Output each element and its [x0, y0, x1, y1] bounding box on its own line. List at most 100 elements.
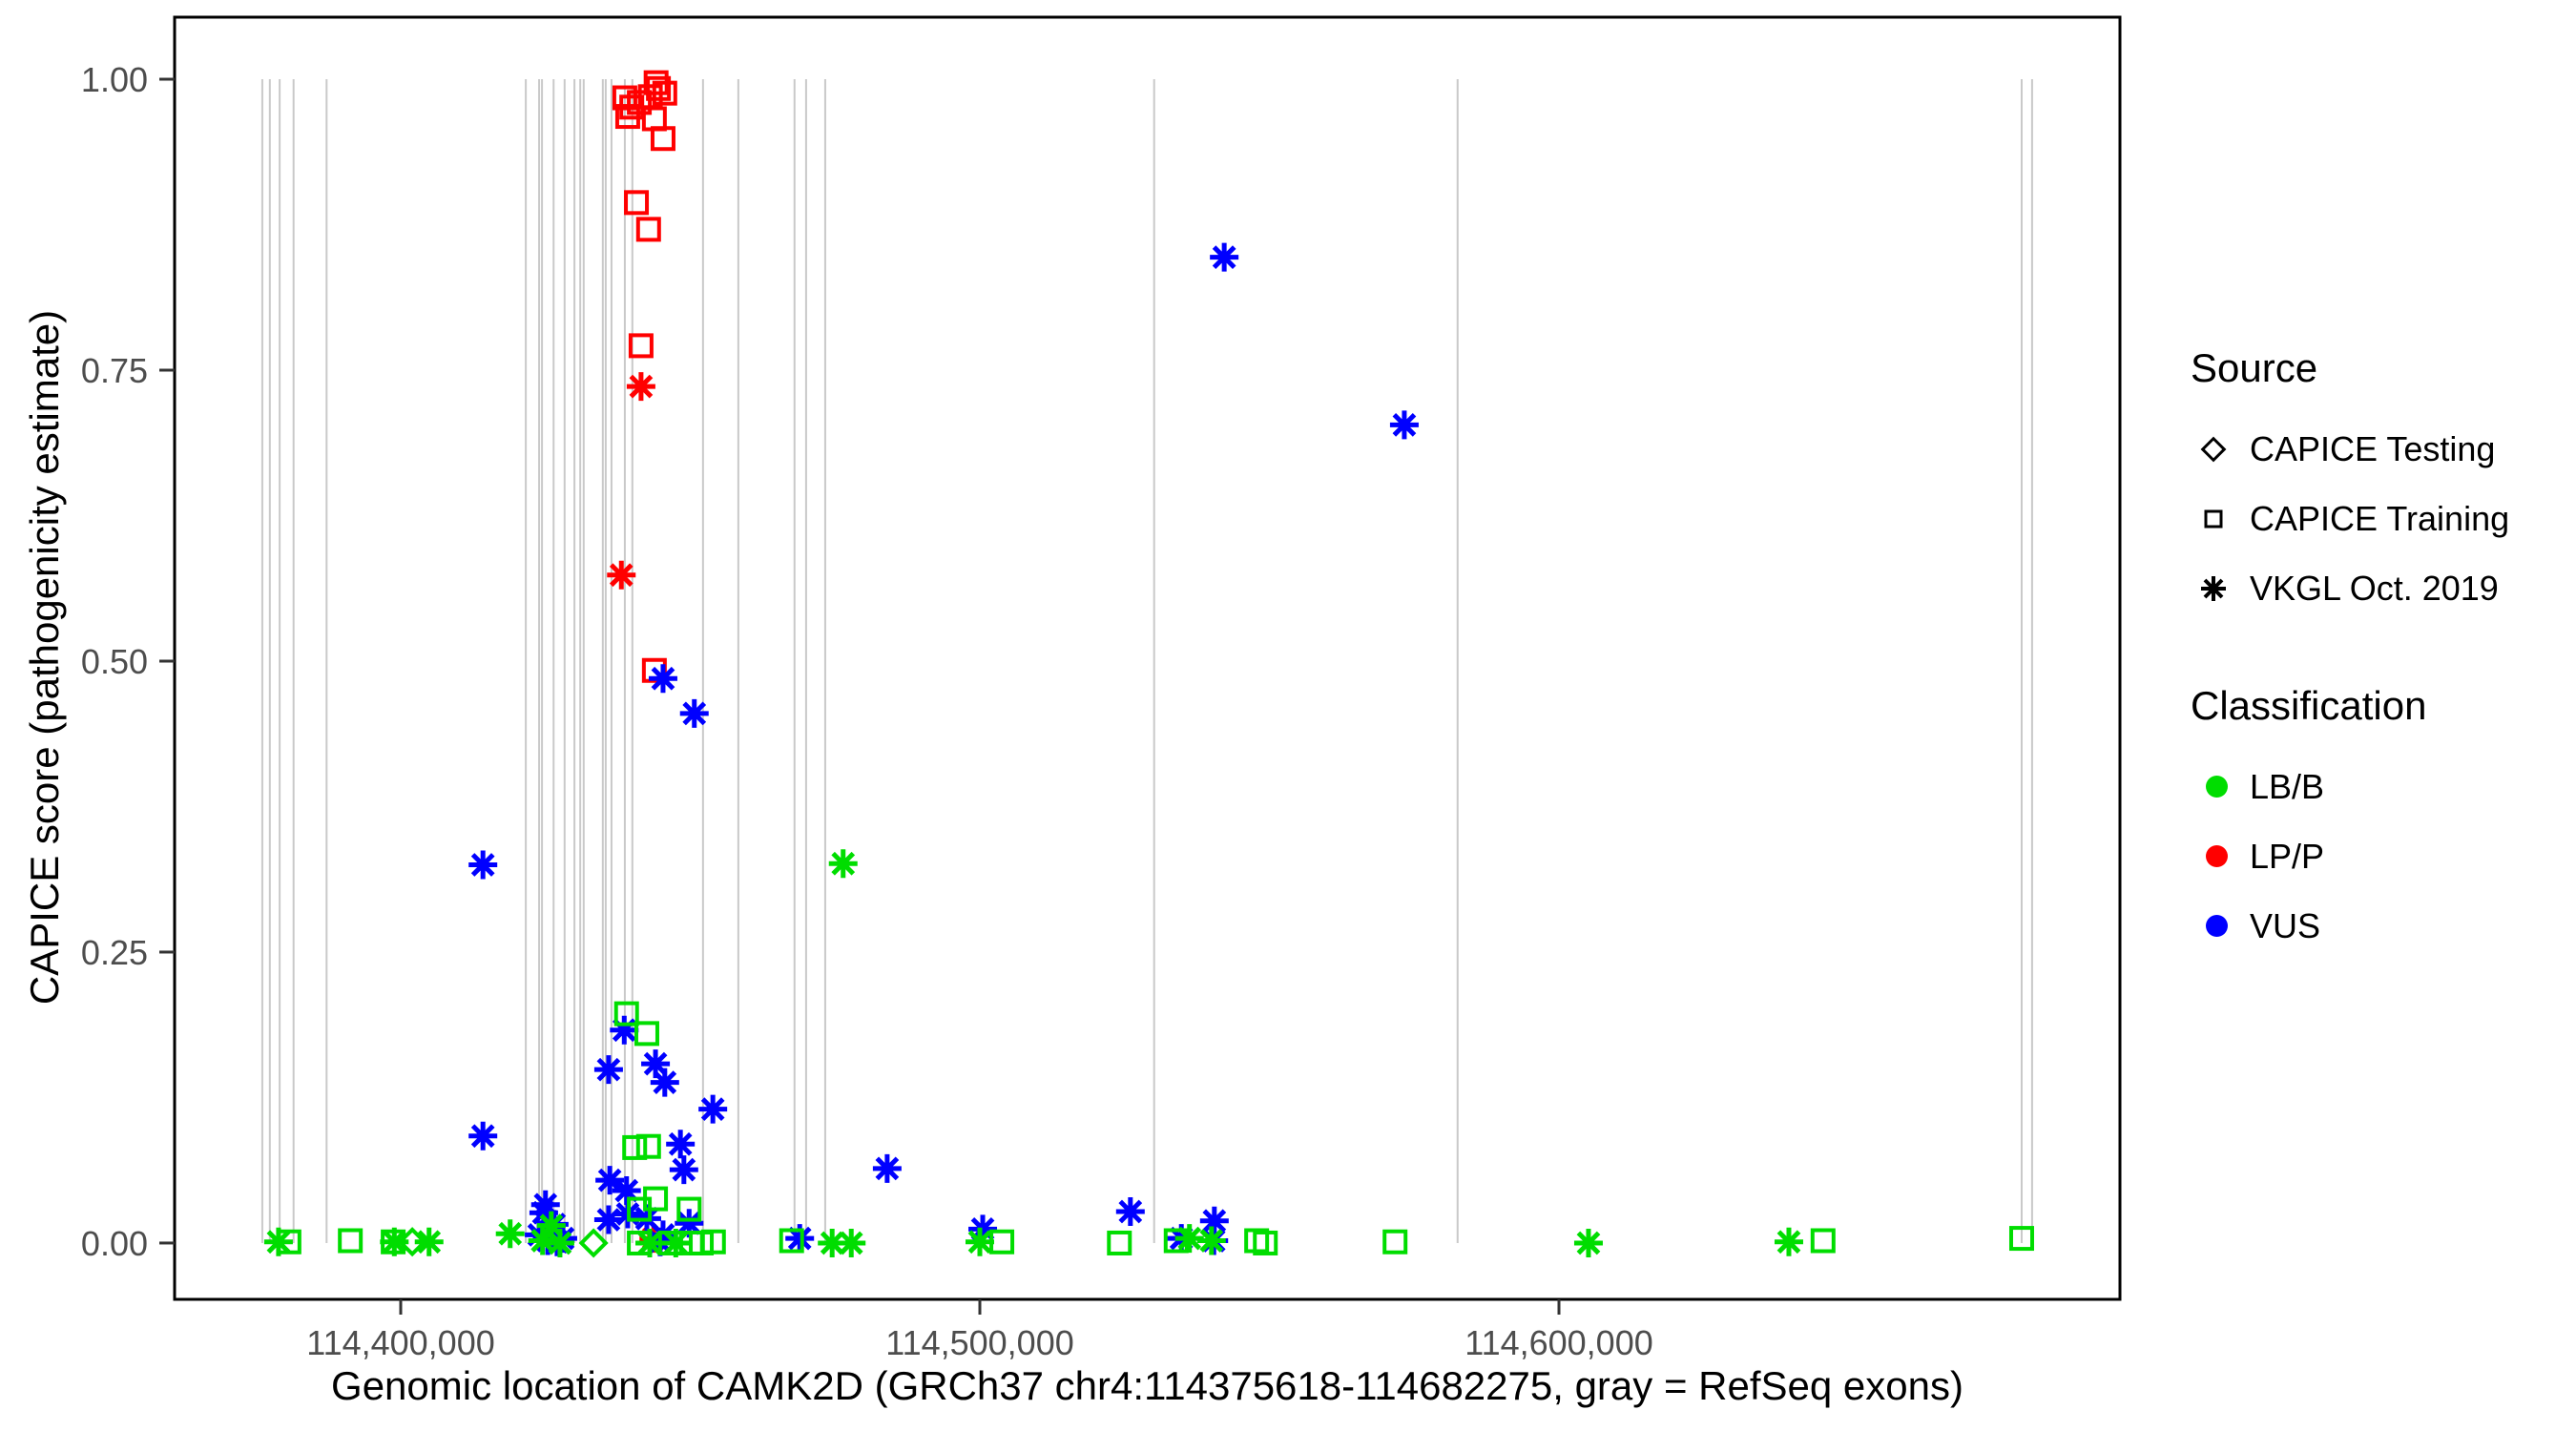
- data-point-square: [1107, 1230, 1132, 1255]
- legend-item-lbb: LB/B: [2191, 752, 2426, 821]
- legend-source: Source CAPICE Testing CAPICE Training: [2191, 345, 2509, 623]
- data-point-square: [635, 217, 661, 242]
- legend-item-vus: VUS: [2191, 891, 2426, 961]
- data-point-square: [650, 126, 675, 152]
- data-point-asterisk: [966, 1227, 994, 1256]
- lpp-dot-icon: [2191, 836, 2236, 878]
- data-point-square: [643, 70, 669, 95]
- data-point-asterisk: [698, 1094, 728, 1124]
- x-tick-label: 114,400,000: [306, 1323, 495, 1362]
- square-icon: [2191, 498, 2236, 540]
- data-point-diamond: [397, 1227, 427, 1257]
- data-point-square: [646, 75, 672, 101]
- y-tick-label: 0.25: [81, 933, 148, 972]
- x-axis-title: Genomic location of CAMK2D (GRCh37 chr4:…: [331, 1363, 1963, 1408]
- data-point-asterisk: [1210, 242, 1239, 272]
- data-point-asterisk: [968, 1214, 998, 1244]
- data-point-asterisk: [648, 1220, 677, 1250]
- data-point-square: [624, 190, 650, 216]
- data-point-asterisk: [650, 1068, 679, 1097]
- x-tick-label: 114,600,000: [1465, 1323, 1653, 1362]
- data-point-asterisk: [1389, 410, 1419, 440]
- data-point-square: [2008, 1226, 2034, 1252]
- legend-item-vkgl: VKGL Oct. 2019: [2191, 553, 2509, 623]
- data-point-asterisk: [661, 1228, 691, 1257]
- data-point-asterisk: [1115, 1197, 1145, 1227]
- legend-item-label: VKGL Oct. 2019: [2250, 568, 2499, 608]
- data-point-asterisk: [669, 1155, 698, 1185]
- legend-classification: Classification LB/B LP/P VUS: [2191, 683, 2426, 961]
- data-point-asterisk: [528, 1226, 557, 1255]
- data-point-asterisk: [1199, 1206, 1229, 1235]
- data-point-asterisk: [545, 1228, 574, 1257]
- data-point-asterisk: [607, 560, 636, 590]
- data-point-asterisk: [626, 372, 655, 402]
- y-tick-label: 0.00: [81, 1224, 148, 1263]
- data-point-asterisk: [872, 1153, 902, 1183]
- y-tick-label: 0.50: [81, 642, 148, 681]
- data-point-asterisk: [837, 1228, 866, 1257]
- data-point-asterisk: [468, 850, 498, 880]
- data-point-asterisk: [675, 1209, 704, 1238]
- data-point-square: [338, 1228, 364, 1254]
- data-point-square: [613, 1001, 639, 1027]
- y-tick-label: 1.00: [81, 60, 148, 99]
- data-point-square: [700, 1229, 726, 1255]
- data-point-asterisk: [818, 1228, 847, 1257]
- data-point-square: [628, 333, 654, 359]
- legend-item-label: VUS: [2250, 905, 2321, 945]
- data-point-square: [676, 1196, 702, 1222]
- data-point-square: [627, 1196, 653, 1222]
- data-point-asterisk: [828, 849, 858, 879]
- data-point-square: [1382, 1229, 1408, 1255]
- legend-item-capice-testing: CAPICE Testing: [2191, 414, 2509, 484]
- data-point-asterisk: [648, 664, 677, 694]
- data-point-asterisk: [536, 1211, 566, 1240]
- data-point-asterisk: [495, 1219, 525, 1249]
- data-point-square: [1253, 1230, 1278, 1255]
- x-tick-label: 114,500,000: [885, 1323, 1074, 1362]
- legend-item-label: CAPICE Testing: [2250, 428, 2496, 468]
- data-point-asterisk: [612, 1176, 641, 1206]
- data-point-asterisk: [785, 1224, 815, 1254]
- data-point-square: [1810, 1228, 1836, 1254]
- asterisk-icon: [2191, 568, 2236, 610]
- data-point-square: [989, 1229, 1015, 1255]
- legend-item-label: CAPICE Training: [2250, 498, 2510, 538]
- panel-border: [173, 15, 2122, 1301]
- data-point-asterisk: [595, 1166, 625, 1195]
- data-point-asterisk: [610, 1015, 639, 1045]
- data-point-asterisk: [679, 698, 709, 728]
- data-point-diamond: [578, 1228, 609, 1258]
- data-point-asterisk: [414, 1227, 444, 1256]
- legend-item-lpp: LP/P: [2191, 821, 2426, 891]
- data-point-asterisk: [468, 1121, 498, 1151]
- data-point-asterisk: [530, 1190, 560, 1219]
- data-point-asterisk: [1196, 1226, 1226, 1255]
- data-point-asterisk: [263, 1227, 293, 1256]
- data-point-asterisk: [1174, 1224, 1204, 1254]
- legend-item-capice-training: CAPICE Training: [2191, 484, 2509, 553]
- data-point-square: [634, 1021, 659, 1047]
- data-point-asterisk: [593, 1055, 623, 1085]
- y-axis-title: CAPICE score (pathogenicity estimate): [22, 309, 67, 1006]
- data-point-asterisk: [1774, 1227, 1803, 1256]
- lbb-dot-icon: [2191, 766, 2236, 808]
- data-point-asterisk: [593, 1205, 623, 1234]
- data-point-asterisk: [380, 1227, 409, 1256]
- legend-classification-title: Classification: [2191, 683, 2427, 728]
- data-point-square: [614, 104, 640, 130]
- data-point-asterisk: [641, 1049, 671, 1079]
- legend-item-label: LB/B: [2250, 766, 2325, 806]
- data-point-asterisk: [635, 1228, 665, 1257]
- data-point-asterisk: [666, 1130, 696, 1159]
- data-point-square: [779, 1228, 804, 1254]
- diamond-icon: [2191, 428, 2236, 470]
- legend-source-title: Source: [2191, 345, 2318, 390]
- y-tick-label: 0.75: [81, 351, 148, 390]
- data-point-square: [635, 1133, 661, 1159]
- legend-item-label: LP/P: [2250, 836, 2325, 876]
- data-point-square: [637, 84, 663, 110]
